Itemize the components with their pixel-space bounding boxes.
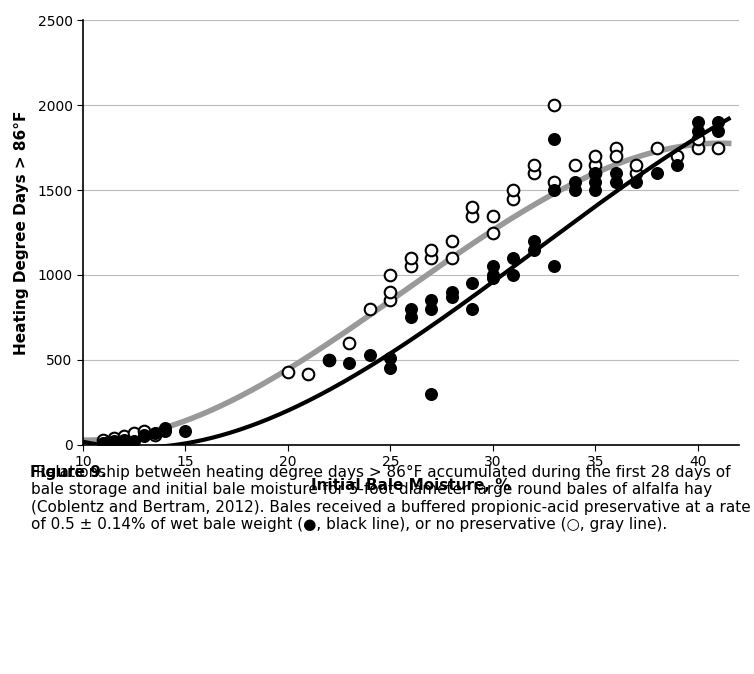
Point [467, 278, 479, 289]
Point [487, 210, 499, 221]
Point [118, 431, 130, 441]
Point [713, 142, 725, 153]
Point [548, 176, 560, 187]
Point [97, 437, 109, 448]
Point [548, 185, 560, 195]
Point [385, 353, 397, 363]
Point [343, 358, 355, 369]
Point [108, 436, 120, 447]
Point [149, 429, 161, 440]
Point [569, 159, 581, 170]
Point [128, 435, 140, 446]
Point [590, 168, 602, 179]
Text: Figure 9.: Figure 9. [30, 465, 106, 480]
Point [425, 388, 437, 399]
Point [713, 125, 725, 136]
Point [446, 236, 458, 247]
Point [425, 295, 437, 306]
Point [507, 270, 520, 280]
Point [487, 227, 499, 238]
Point [385, 363, 397, 374]
Point [405, 312, 417, 323]
Point [548, 133, 560, 144]
Point [548, 100, 560, 111]
Point [692, 117, 704, 127]
Point [692, 142, 704, 153]
Point [446, 286, 458, 297]
Point [610, 151, 622, 162]
Point [405, 261, 417, 272]
Point [467, 303, 479, 314]
Point [590, 159, 602, 170]
Point [385, 295, 397, 306]
Point [651, 142, 663, 153]
Point [159, 423, 171, 433]
Point [118, 437, 130, 448]
Point [590, 168, 602, 179]
Point [610, 142, 622, 153]
Point [102, 437, 114, 448]
Point [507, 253, 520, 264]
Point [692, 133, 704, 144]
Point [425, 303, 437, 314]
Point [487, 261, 499, 272]
Point [528, 168, 540, 179]
Point [487, 273, 499, 284]
Point [405, 303, 417, 314]
Point [149, 427, 161, 438]
Point [630, 159, 642, 170]
Point [179, 426, 192, 437]
Point [139, 426, 151, 437]
Point [548, 261, 560, 272]
X-axis label: Initial Bale Moisture, %: Initial Bale Moisture, % [311, 478, 510, 493]
Point [467, 210, 479, 221]
Point [630, 168, 642, 179]
Point [610, 168, 622, 179]
Point [405, 253, 417, 264]
Point [651, 168, 663, 179]
Point [528, 244, 540, 255]
Point [467, 202, 479, 212]
Point [590, 151, 602, 162]
Point [590, 176, 602, 187]
Point [425, 244, 437, 255]
Point [528, 159, 540, 170]
Point [323, 355, 335, 365]
Point [671, 159, 683, 170]
Text: Relationship between heating degree days > 86°F accumulated during the first 28 : Relationship between heating degree days… [31, 465, 751, 532]
Point [507, 193, 520, 204]
Point [630, 176, 642, 187]
Point [323, 355, 335, 365]
Point [139, 431, 151, 441]
Point [713, 117, 725, 127]
Point [487, 270, 499, 280]
Y-axis label: Heating Degree Days > 86°F: Heating Degree Days > 86°F [14, 111, 29, 355]
Point [590, 185, 602, 195]
Point [610, 176, 622, 187]
Point [97, 434, 109, 445]
Text: Figure 9.: Figure 9. [0, 673, 1, 674]
Point [139, 429, 151, 440]
Point [385, 286, 397, 297]
Point [507, 185, 520, 195]
Point [282, 367, 294, 377]
Point [671, 151, 683, 162]
Point [128, 427, 140, 438]
Point [692, 125, 704, 136]
Point [302, 368, 314, 379]
Point [569, 176, 581, 187]
Point [446, 253, 458, 264]
Point [425, 253, 437, 264]
Point [446, 292, 458, 303]
Point [528, 236, 540, 247]
Point [343, 338, 355, 348]
Point [364, 349, 376, 360]
Point [385, 270, 397, 280]
Point [108, 433, 120, 443]
Point [364, 303, 376, 314]
Point [159, 426, 171, 437]
Point [118, 434, 130, 445]
Point [569, 185, 581, 195]
